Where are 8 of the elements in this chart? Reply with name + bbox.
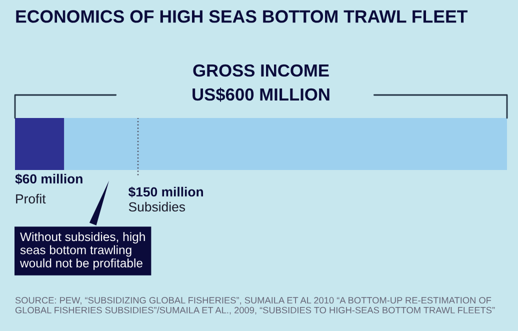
- ref-line-label: $150 million Subsidies: [128, 186, 203, 212]
- data-label: $60 million: [15, 174, 82, 184]
- series-label: Profit: [16, 194, 46, 204]
- text: GROSS INCOME: [193, 64, 329, 77]
- text: Without subsidies, high seas bottom trawling would not be profitable: [20, 232, 145, 270]
- source-note: SOURCE: PEW, “SUBSIDIZING GLOBAL FISHERIES”, SUMAILA ET AL 2010 “A BOTTOM-UP RE-ESTIMATION OF GLOBAL FISHERIES SUBSIDIES”/SUMAILA ET AL., 2009, “SUBSIDIES TO HIGH-SEAS BOTTOM TRAWL FLEETS”: [15, 297, 495, 314]
- total-label: US$600 MILLION: [192, 88, 330, 102]
- chart-title: ECONOMICS OF HIGH SEAS BOTTOM TRAWL FLEET: [16, 10, 468, 23]
